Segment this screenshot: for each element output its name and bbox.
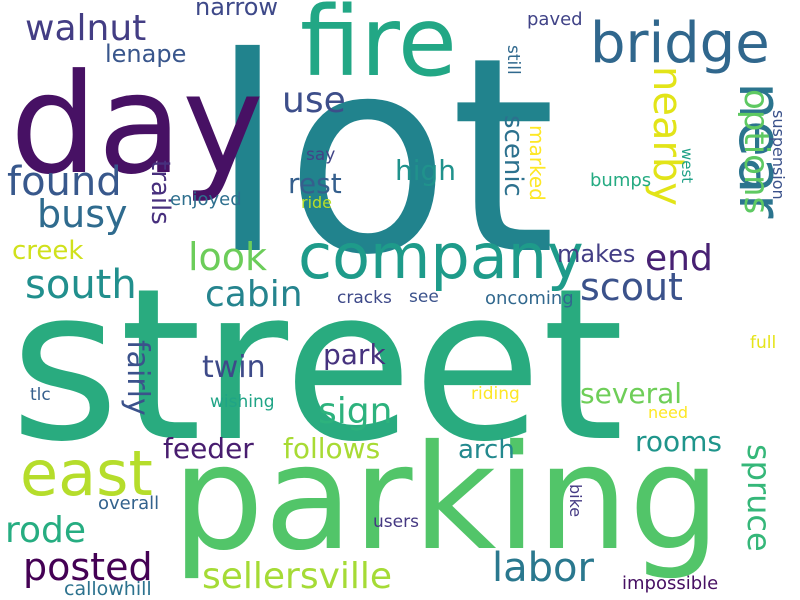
word-east: east xyxy=(20,437,153,510)
word-found: found xyxy=(7,159,122,205)
word-riding: riding xyxy=(471,384,520,404)
word-several: several xyxy=(580,377,682,410)
word-street: street xyxy=(10,243,624,488)
word-high: high xyxy=(395,154,456,187)
word-lenape: lenape xyxy=(105,40,186,68)
word-creek: creek xyxy=(12,236,83,266)
word-scenic: scenic xyxy=(498,115,528,197)
word-scout: scout xyxy=(580,265,683,309)
word-sellersville: sellersville xyxy=(202,556,392,597)
word-park: park xyxy=(323,338,386,371)
word-say: say xyxy=(306,145,335,165)
word-arch: arch xyxy=(458,435,515,465)
word-near: near xyxy=(725,82,795,219)
word-rooms: rooms xyxy=(635,425,722,458)
word-impossible: impossible xyxy=(622,573,718,594)
word-cracks: cracks xyxy=(337,288,392,308)
word-bridge: bridge xyxy=(590,11,770,76)
word-rode: rode xyxy=(5,510,86,551)
word-day: day xyxy=(10,44,264,205)
word-trails: trails xyxy=(145,160,175,225)
word-look: look xyxy=(188,235,267,279)
word-full: full xyxy=(750,333,776,353)
word-busy: busy xyxy=(37,192,128,236)
word-bike: bike xyxy=(566,484,585,517)
word-nearby: nearby xyxy=(644,66,690,206)
word-callowhill: callowhill xyxy=(64,578,152,600)
word-oncoming: oncoming xyxy=(485,288,574,309)
word-users: users xyxy=(373,512,419,532)
word-south: south xyxy=(25,262,137,308)
word-wishing: wishing xyxy=(210,392,275,412)
word-company: company xyxy=(298,220,584,293)
word-twin: twin xyxy=(202,350,266,385)
word-feeder: feeder xyxy=(163,432,254,465)
word-parking: parking xyxy=(172,414,721,583)
word-enjoyed: enjoyed xyxy=(170,189,242,210)
word-paved: paved xyxy=(527,9,583,30)
word-walnut: walnut xyxy=(25,8,146,49)
word-fire: fire xyxy=(300,0,457,98)
word-end: end xyxy=(645,238,713,279)
word-cabin: cabin xyxy=(205,274,303,315)
word-follows: follows xyxy=(283,432,380,465)
word-makes: makes xyxy=(557,240,635,268)
word-options: options xyxy=(736,89,776,214)
word-see: see xyxy=(409,287,439,307)
word-need: need xyxy=(648,403,688,422)
word-marked: marked xyxy=(525,125,549,201)
word-ride: ride xyxy=(301,193,332,212)
word-narrow: narrow xyxy=(195,0,278,21)
word-suspension: suspension xyxy=(769,110,788,200)
word-rest: rest xyxy=(288,167,342,200)
word-lot: lot xyxy=(210,0,556,314)
word-posted: posted xyxy=(23,545,153,589)
word-west: west xyxy=(678,148,696,183)
word-bumps: bumps xyxy=(590,170,651,191)
word-use: use xyxy=(282,80,346,121)
word-tlc: tlc xyxy=(30,385,51,405)
word-labor: labor xyxy=(492,545,594,591)
word-spruce: spruce xyxy=(740,444,778,552)
word-fairly: fairly xyxy=(120,340,155,416)
word-still: still xyxy=(503,45,523,75)
word-sign: sign xyxy=(318,391,392,432)
word-overall: overall xyxy=(98,493,159,514)
